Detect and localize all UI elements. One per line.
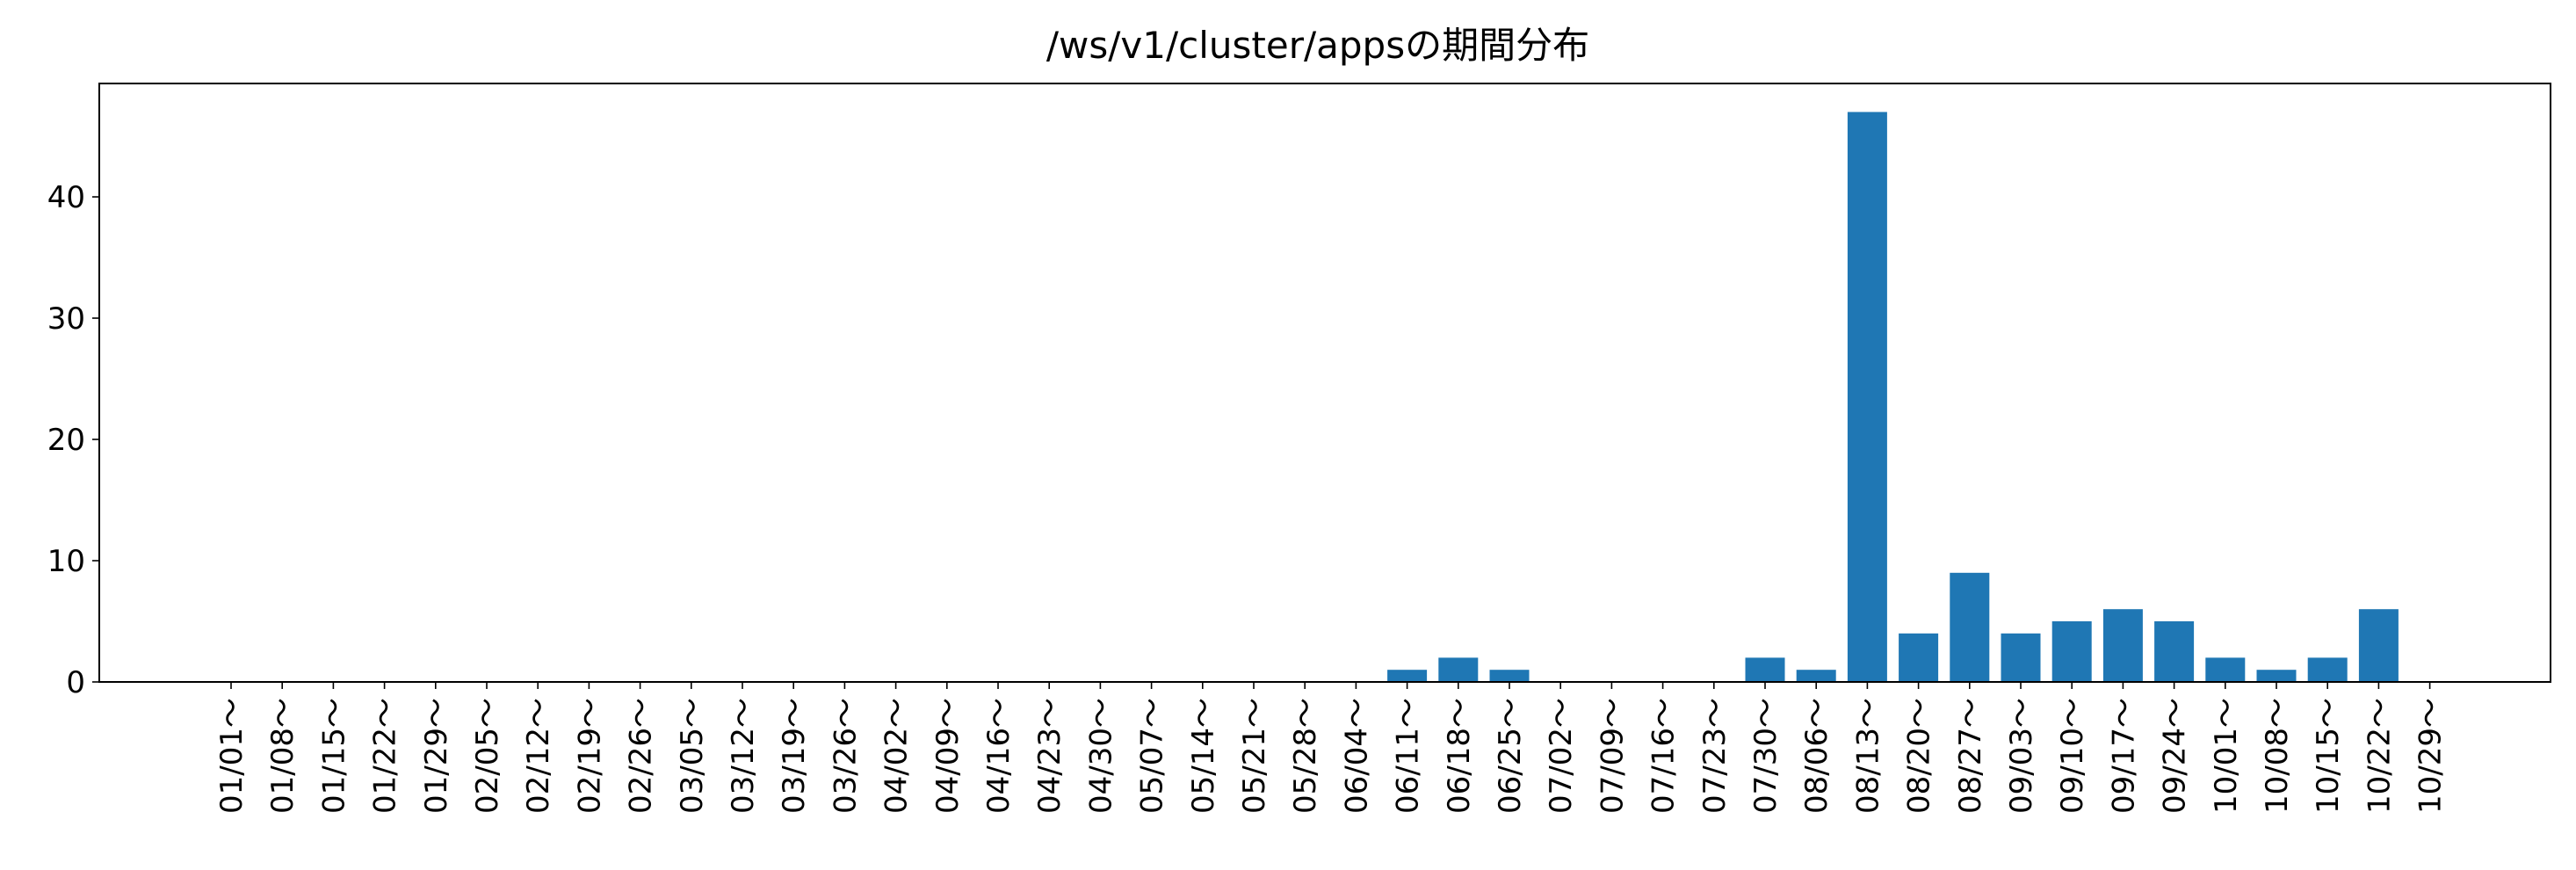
x-tick-label: 04/30～ xyxy=(1083,698,1118,814)
x-tick-label: 04/16～ xyxy=(981,698,1017,814)
bar-0625 xyxy=(1489,670,1530,682)
x-tick-label: 09/10～ xyxy=(2055,698,2090,814)
x-tick-label: 10/22～ xyxy=(2362,698,2397,814)
x-tick-label: 06/25～ xyxy=(1493,698,1528,814)
x-tick-label: 07/09～ xyxy=(1595,698,1630,814)
x-tick-label: 06/11～ xyxy=(1391,698,1426,814)
bar-0917 xyxy=(2102,609,2143,682)
x-tick-label: 09/03～ xyxy=(2004,698,2039,814)
bar-1001 xyxy=(2205,657,2246,682)
x-tick-label: 07/23～ xyxy=(1697,698,1733,814)
x-tick-label: 01/01～ xyxy=(214,698,250,814)
x-tick-label: 07/30～ xyxy=(1748,698,1784,814)
bar-0827 xyxy=(1950,572,1990,682)
x-tick-label: 03/26～ xyxy=(828,698,863,814)
x-tick-label: 08/06～ xyxy=(1799,698,1834,814)
x-tick-label: 09/24～ xyxy=(2158,698,2193,814)
plot-frame xyxy=(98,83,2551,683)
x-tick-label: 05/07～ xyxy=(1135,698,1170,814)
y-tick-label: 40 xyxy=(47,180,85,215)
x-tick-label: 07/02～ xyxy=(1544,698,1579,814)
bar-0618 xyxy=(1438,657,1479,682)
bar-1022 xyxy=(2358,609,2399,682)
y-tick-label: 30 xyxy=(47,301,85,337)
bar-1015 xyxy=(2307,657,2348,682)
x-tick-label: 02/19～ xyxy=(572,698,607,814)
x-tick-label: 02/26～ xyxy=(624,698,659,814)
x-tick-label: 05/21～ xyxy=(1237,698,1272,814)
bar-1008 xyxy=(2256,670,2297,682)
x-tick-label: 03/12～ xyxy=(726,698,761,814)
bar-0903 xyxy=(2001,633,2041,682)
bar-0820 xyxy=(1899,633,1939,682)
bar-0806 xyxy=(1796,670,1836,682)
x-tick-label: 03/19～ xyxy=(777,698,812,814)
x-tick-label: 10/15～ xyxy=(2311,698,2346,814)
y-tick-label: 20 xyxy=(47,423,85,458)
x-tick-label: 08/13～ xyxy=(1850,698,1885,814)
x-tick-label: 08/27～ xyxy=(1953,698,1988,814)
x-tick-label: 02/12～ xyxy=(521,698,556,814)
bar-0611 xyxy=(1387,670,1428,682)
x-tick-label: 10/29～ xyxy=(2413,698,2449,814)
x-tick-label: 01/08～ xyxy=(265,698,300,814)
bar-0924 xyxy=(2154,621,2195,682)
bars xyxy=(1387,112,2399,683)
x-tick-label: 02/05～ xyxy=(470,698,505,814)
axes xyxy=(98,83,2551,683)
x-tick-label: 05/14～ xyxy=(1186,698,1221,814)
x-tick-label: 03/05～ xyxy=(675,698,710,814)
x-tick-label: 01/22～ xyxy=(368,698,403,814)
chart-title: /ws/v1/cluster/appsの期間分布 xyxy=(1046,24,1589,67)
x-tick-label: 08/20～ xyxy=(1902,698,1937,814)
x-tick-label: 04/23～ xyxy=(1032,698,1067,814)
y-tick-label: 0 xyxy=(66,665,85,700)
x-axis-ticks: 01/01～ 01/08～ 01/15～ 01/22～ 01/29～ 02/05～ 02/1… xyxy=(214,682,2449,814)
bar-0910 xyxy=(2051,621,2092,682)
y-tick-label: 10 xyxy=(47,544,85,579)
bar-0730 xyxy=(1745,657,1785,682)
x-tick-label: 01/15～ xyxy=(316,698,351,814)
x-tick-label: 09/17～ xyxy=(2106,698,2141,814)
x-tick-label: 10/01～ xyxy=(2209,698,2244,814)
x-tick-label: 07/16～ xyxy=(1646,698,1682,814)
x-tick-label: 04/02～ xyxy=(879,698,915,814)
y-axis-ticks: 0 10 20 30 40 xyxy=(47,180,99,700)
x-tick-label: 05/28～ xyxy=(1288,698,1323,814)
x-tick-label: 10/08～ xyxy=(2260,698,2295,814)
x-tick-label: 04/09～ xyxy=(930,698,966,814)
bar-0813 xyxy=(1847,112,1887,683)
x-tick-label: 06/04～ xyxy=(1339,698,1374,814)
x-tick-label: 01/29～ xyxy=(419,698,454,814)
x-tick-label: 06/18～ xyxy=(1442,698,1477,814)
